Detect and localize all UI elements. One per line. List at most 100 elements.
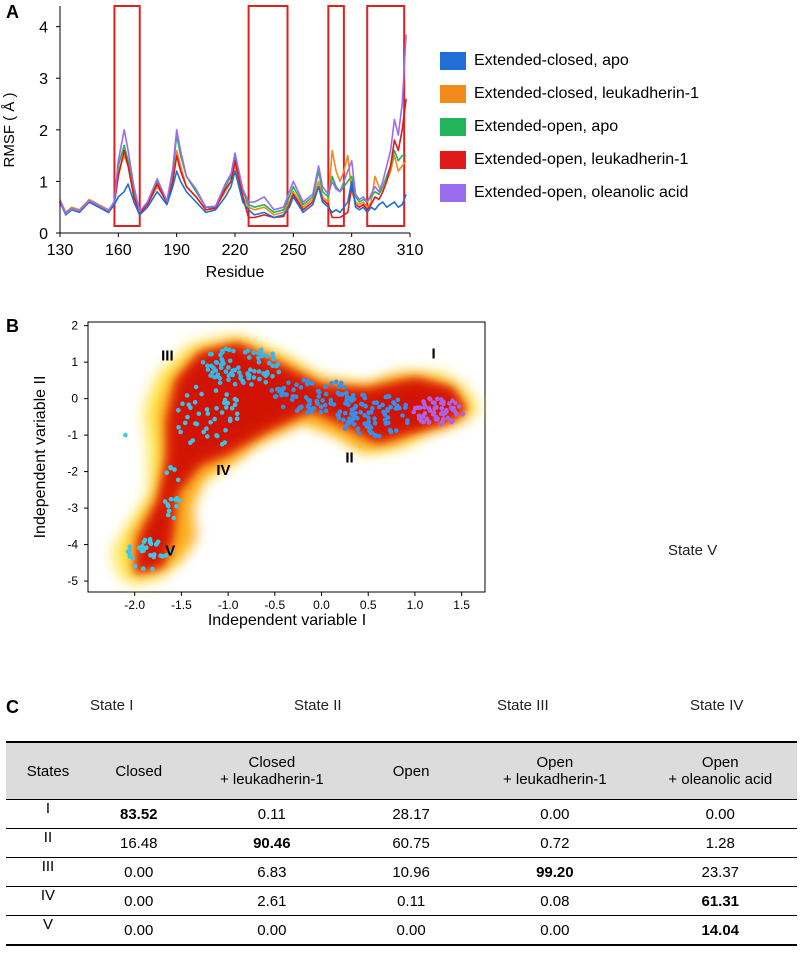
table-value-cell: 0.00: [466, 799, 644, 829]
sample-point: [175, 477, 181, 483]
sample-point: [270, 351, 276, 357]
sample-point: [241, 380, 246, 385]
table-value-cell: 90.46: [187, 828, 357, 858]
rmsf-series-line: [59, 170, 407, 219]
sample-point: [151, 554, 157, 560]
sample-point: [226, 365, 231, 370]
y-tick-label: 0: [71, 392, 78, 406]
sample-point: [132, 564, 138, 569]
sample-point: [223, 405, 229, 410]
legend-swatch-open-apo: [440, 117, 466, 136]
sample-point: [377, 433, 382, 439]
legend-item: Extended-open, oleanolic acid: [440, 176, 699, 209]
sample-point: [208, 373, 213, 378]
sample-point: [251, 375, 257, 380]
sample-point: [294, 408, 300, 413]
sample-point: [204, 407, 210, 412]
table-value-cell: 83.52: [89, 799, 188, 829]
table-value-cell: 16.48: [89, 828, 188, 858]
sample-point: [342, 410, 348, 416]
sample-point: [349, 411, 354, 417]
sample-point: [353, 404, 359, 409]
rmsf-series-line: [59, 98, 407, 219]
table-value-cell: 6.83: [187, 857, 357, 887]
sample-point: [358, 410, 364, 415]
legend-swatch-open-olean: [440, 183, 466, 202]
sample-point: [256, 369, 262, 374]
table-header-cell: Closed: [89, 741, 188, 800]
sample-point: [395, 397, 401, 403]
sample-point: [371, 400, 377, 406]
sample-point: [212, 416, 217, 422]
sample-point: [123, 432, 128, 438]
sample-point: [388, 429, 394, 435]
sample-point: [256, 359, 262, 365]
sample-point: [144, 545, 149, 550]
sample-point: [427, 396, 432, 401]
sample-point: [217, 376, 223, 381]
table-value-cell: 99.20: [466, 857, 644, 887]
table-header-cell: States: [6, 741, 90, 800]
y-tick-label: 2: [71, 319, 78, 333]
sample-point: [435, 396, 440, 402]
sample-point: [270, 356, 276, 362]
legend-label: Extended-open, leukadherin-1: [474, 150, 689, 168]
state-label-1: State I: [90, 697, 134, 714]
table-value-cell: 0.00: [356, 915, 467, 946]
sample-point: [205, 367, 211, 372]
sample-point: [252, 368, 257, 374]
sample-point: [234, 416, 240, 421]
table-value-cell: 60.75: [356, 828, 467, 858]
x-tick-label: 160: [105, 242, 132, 259]
legend-swatch-open-leuk: [440, 150, 466, 169]
y-tick-label: 4: [39, 20, 48, 37]
sample-point: [422, 411, 428, 416]
table-value-cell: 0.11: [356, 886, 467, 916]
sample-point: [264, 353, 270, 359]
y-tick-label: 2: [39, 123, 48, 140]
sample-point: [229, 405, 235, 411]
sample-point: [180, 401, 185, 407]
sample-point: [232, 396, 238, 402]
x-tick-label: 0.0: [313, 598, 330, 612]
table-value-cell: 0.00: [89, 886, 188, 916]
x-tick-label: 1.0: [407, 598, 424, 612]
table-header-row: States Closed Closed + leukadherin-1 Open Op…: [6, 741, 797, 800]
sample-point: [267, 360, 272, 366]
sample-point: [225, 400, 231, 406]
legend-label: Extended-closed, leukadherin-1: [474, 84, 700, 102]
sample-point: [405, 418, 410, 423]
sample-point: [142, 537, 148, 543]
sample-point: [168, 549, 174, 555]
sample-point: [347, 396, 353, 401]
sample-point: [298, 385, 304, 390]
table-value-cell: 61.31: [643, 886, 797, 916]
table-value-cell: 28.17: [356, 799, 467, 829]
sample-point: [328, 397, 334, 403]
sample-point: [337, 392, 343, 397]
sample-point: [383, 421, 389, 426]
sample-point: [236, 365, 241, 370]
sample-point: [166, 508, 172, 514]
sample-point: [205, 411, 211, 416]
sample-point: [322, 402, 328, 408]
x-tick-label: 310: [397, 242, 424, 259]
sample-point: [219, 441, 225, 447]
sample-point: [355, 416, 360, 421]
landscape-state-label: V: [165, 543, 175, 560]
sample-point: [199, 391, 204, 397]
sample-point: [318, 409, 324, 415]
sample-point: [205, 363, 210, 368]
table-state-cell: I: [6, 799, 90, 829]
sample-point: [164, 470, 169, 475]
sample-point: [234, 411, 240, 417]
sample-point: [344, 390, 349, 396]
sample-point: [231, 348, 236, 354]
sample-point: [171, 515, 177, 521]
x-tick-label: -2.0: [124, 598, 145, 612]
sample-point: [214, 433, 219, 438]
legend-label: Extended-closed, apo: [474, 51, 629, 69]
sample-point: [434, 405, 439, 410]
sample-point: [448, 405, 454, 411]
sample-point: [269, 388, 275, 393]
